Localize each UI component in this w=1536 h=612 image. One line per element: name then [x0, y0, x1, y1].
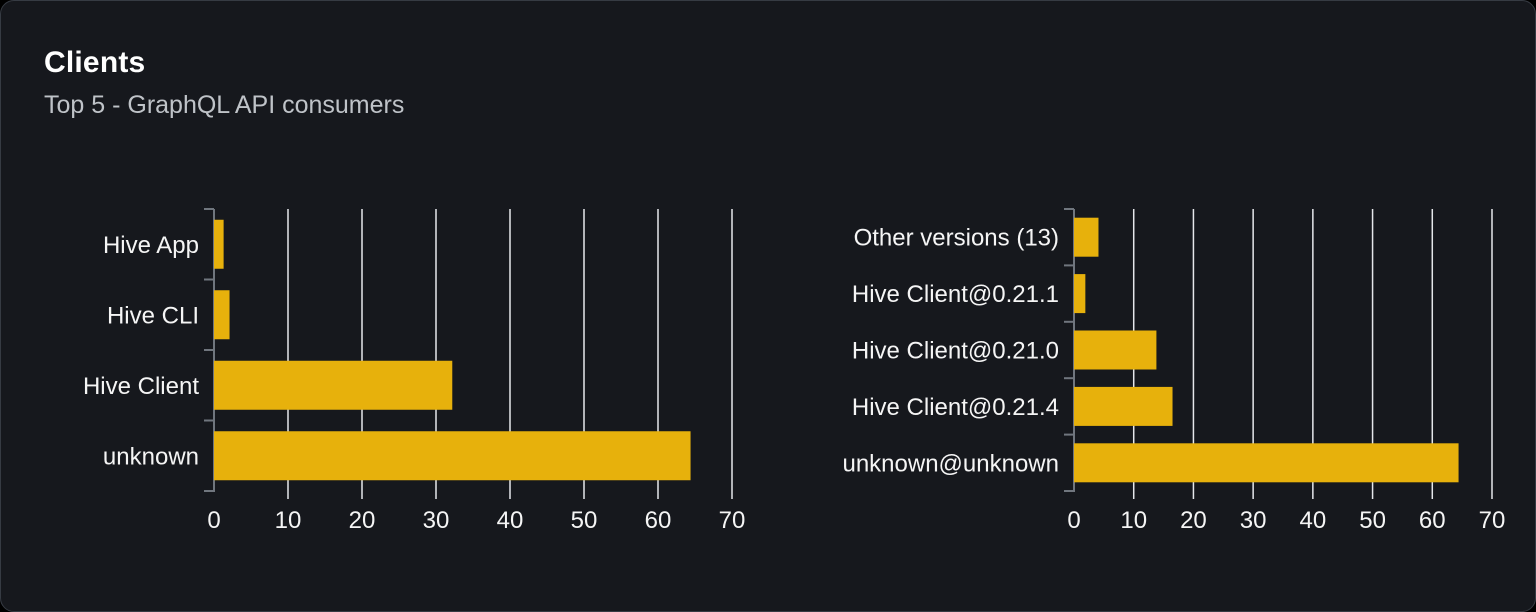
x-tick-label: 20	[1180, 507, 1207, 534]
x-tick-label: 0	[207, 507, 220, 534]
x-tick-label: 60	[1419, 507, 1446, 534]
x-tick-label: 10	[275, 507, 302, 534]
x-tick-label: 50	[571, 507, 598, 534]
bar-hive-client-0.21.1[interactable]	[1074, 274, 1086, 314]
category-label: unknown@unknown	[842, 450, 1059, 477]
card-subtitle: Top 5 - GraphQL API consumers	[44, 91, 405, 119]
clients-top5-bar-chart: Hive App Hive CLI Hive Client unknown 0 10 20 3…	[83, 208, 746, 534]
x-tick-label: 60	[645, 507, 672, 534]
card-header: Clients Top 5 - GraphQL API consumers	[44, 45, 404, 120]
x-tick-label: 40	[1300, 507, 1327, 534]
card-title: Clients	[44, 46, 146, 79]
x-tick-label: 30	[423, 507, 450, 534]
bar-unknown[interactable]	[214, 431, 691, 481]
category-label: Hive Client@0.21.0	[852, 338, 1059, 365]
category-label: Hive App	[103, 232, 199, 259]
category-label: unknown	[103, 443, 199, 470]
bar-unknown-unknown[interactable]	[1074, 443, 1459, 483]
bar-hive-app[interactable]	[214, 219, 224, 269]
category-label: Hive CLI	[107, 302, 199, 329]
category-label: Other versions (13)	[854, 225, 1059, 252]
x-tick-label: 50	[1359, 507, 1386, 534]
bar-hive-client-0.21.4[interactable]	[1074, 386, 1173, 426]
x-tick-label: 30	[1240, 507, 1267, 534]
x-tick-label: 0	[1067, 507, 1080, 534]
client-versions-top5-bar-chart: Other versions (13) Hive Client@0.21.1 Hiv…	[842, 208, 1506, 534]
x-tick-label: 70	[719, 507, 746, 534]
bar-hive-client-0.21.0[interactable]	[1074, 330, 1157, 370]
category-label: Hive Client	[83, 373, 199, 400]
x-tick-label: 20	[349, 507, 376, 534]
bar-hive-cli[interactable]	[214, 290, 230, 340]
category-label: Hive Client@0.21.4	[852, 394, 1059, 421]
bar-other-versions-13-[interactable]	[1074, 217, 1099, 257]
x-tick-label: 40	[497, 507, 524, 534]
bar-hive-client[interactable]	[214, 360, 453, 410]
category-label: Hive Client@0.21.1	[852, 281, 1059, 308]
x-tick-label: 10	[1120, 507, 1147, 534]
x-tick-label: 70	[1479, 507, 1506, 534]
